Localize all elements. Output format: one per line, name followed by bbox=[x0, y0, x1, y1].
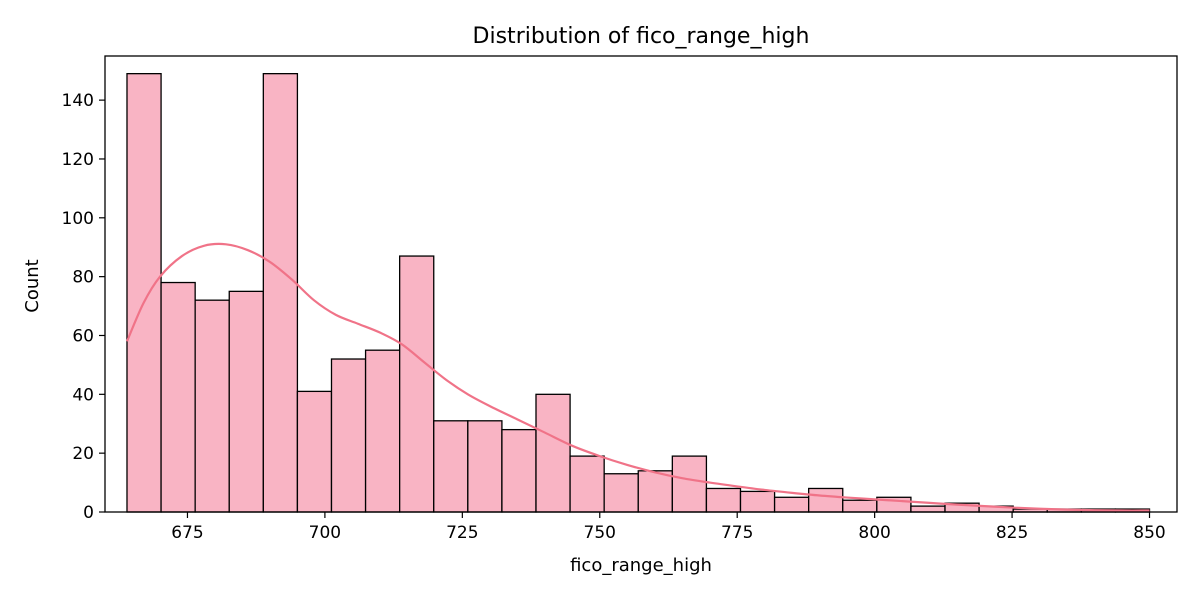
histogram-bar bbox=[501, 428, 537, 513]
y-axis-label: Count bbox=[22, 259, 43, 312]
x-tick-label: 850 bbox=[1133, 523, 1165, 543]
histogram-bar bbox=[467, 420, 503, 513]
x-axis-label: fico_range_high bbox=[570, 555, 712, 576]
y-tick-label: 140 bbox=[62, 91, 94, 111]
x-tick-label: 750 bbox=[584, 523, 616, 543]
histogram-bar bbox=[364, 349, 401, 513]
y-tick-label: 80 bbox=[72, 268, 94, 288]
histogram-bar bbox=[433, 420, 469, 513]
histogram-bar bbox=[808, 487, 844, 513]
histogram-bar bbox=[262, 73, 299, 513]
histogram-bar bbox=[228, 290, 264, 513]
x-tick-label: 825 bbox=[996, 523, 1028, 543]
x-tick-label: 800 bbox=[858, 523, 890, 543]
histogram-bar bbox=[773, 496, 810, 513]
histogram-bar bbox=[126, 73, 162, 513]
x-tick-label: 700 bbox=[309, 523, 341, 543]
histogram-bar bbox=[842, 499, 878, 513]
histogram-bar bbox=[160, 281, 196, 513]
plot-area-frame bbox=[104, 55, 1178, 513]
y-tick-label: 0 bbox=[83, 503, 94, 523]
histogram-bar bbox=[910, 505, 946, 513]
y-tick-label: 100 bbox=[62, 209, 94, 229]
y-tick-label: 20 bbox=[72, 444, 94, 464]
y-tick-label: 120 bbox=[62, 150, 94, 170]
histogram-bar bbox=[637, 470, 673, 513]
histogram-bar bbox=[739, 490, 776, 513]
y-tick-label: 60 bbox=[72, 326, 94, 346]
histogram-bar bbox=[671, 455, 708, 513]
histogram-bar bbox=[535, 393, 571, 513]
kde-curve bbox=[125, 242, 1150, 512]
histogram-bar bbox=[194, 299, 230, 513]
histogram-bar bbox=[399, 255, 435, 513]
x-axis-ticks: 675 700 725 750 775 800 825 850 bbox=[171, 512, 1166, 543]
x-tick-label: 725 bbox=[446, 523, 478, 543]
y-axis-ticks: 0 20 40 60 80 100 120 140 bbox=[62, 91, 105, 523]
chart-title: Distribution of fico_range_high bbox=[473, 24, 810, 49]
y-tick-label: 40 bbox=[72, 385, 94, 405]
x-tick-label: 775 bbox=[721, 523, 753, 543]
histogram-bar bbox=[296, 390, 333, 513]
histogram-bar bbox=[603, 473, 639, 513]
histogram-bar bbox=[569, 455, 605, 513]
histogram-bar bbox=[330, 358, 367, 513]
histogram-bar bbox=[705, 487, 742, 513]
histogram-bars bbox=[126, 73, 1151, 513]
x-tick-label: 675 bbox=[171, 523, 203, 543]
